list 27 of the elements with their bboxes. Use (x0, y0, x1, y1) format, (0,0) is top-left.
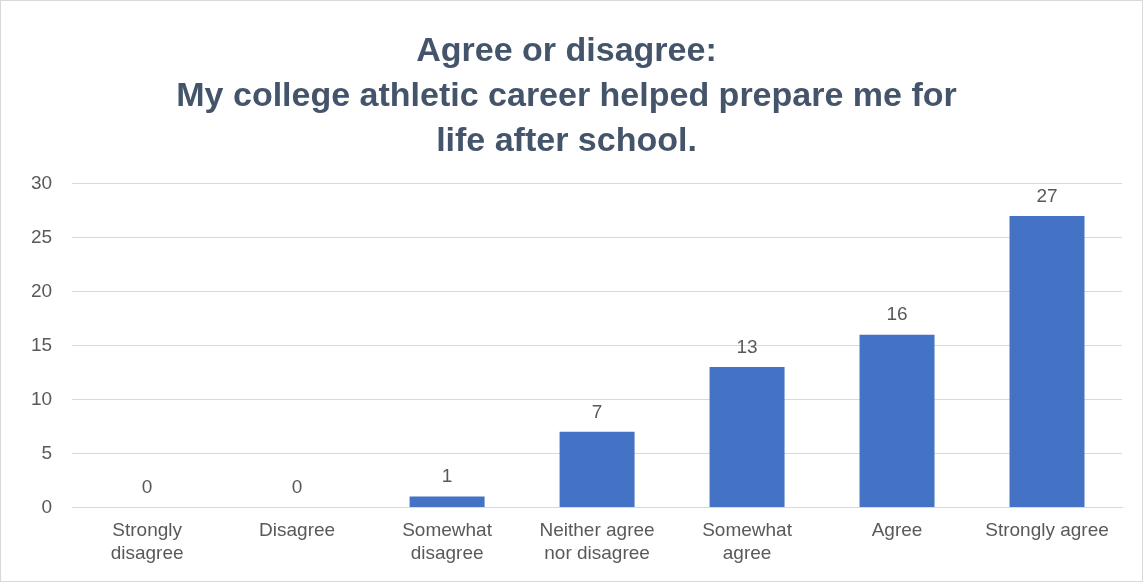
data-label: 7 (591, 400, 603, 422)
data-label: 1 (441, 465, 453, 487)
data-label: 0 (291, 476, 303, 498)
x-tick-label: Neither agree nor disagree (539, 519, 655, 563)
x-tick-label: Strongly disagree (110, 519, 184, 563)
bar (1009, 216, 1085, 507)
y-tick-label: 0 (41, 495, 53, 517)
y-tick-label: 20 (30, 279, 53, 301)
y-tick-label: 25 (30, 225, 53, 247)
data-label: 13 (736, 335, 758, 357)
bar (559, 431, 635, 507)
x-tick-label: Agree (871, 519, 923, 541)
bar (859, 334, 935, 507)
data-label: 16 (886, 303, 908, 325)
y-tick-label: 10 (30, 387, 53, 409)
x-tick-label: Somewhat disagree (402, 519, 493, 563)
y-tick-label: 5 (41, 441, 53, 463)
x-tick-label: Strongly agree (985, 519, 1109, 541)
y-tick-label: 15 (30, 333, 53, 355)
x-tick-label: Disagree (259, 519, 336, 541)
data-label: 27 (1036, 184, 1058, 206)
data-label: 0 (141, 476, 153, 498)
y-tick-label: 30 (30, 171, 53, 193)
chart-title: Agree or disagree: My college athletic career helped prepare me for life after school. (176, 29, 957, 158)
bar (409, 496, 485, 507)
x-tick-label: Somewhat agree (702, 519, 793, 563)
bar (709, 367, 785, 507)
